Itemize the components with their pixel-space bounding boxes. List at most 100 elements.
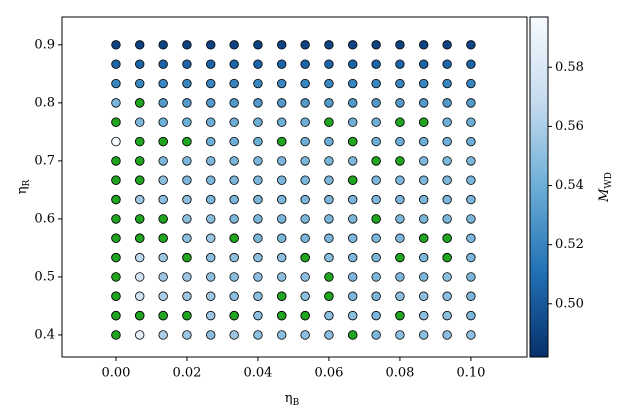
data-point xyxy=(206,78,216,89)
data-point xyxy=(395,214,405,224)
highlight-point xyxy=(324,272,334,282)
data-point xyxy=(395,98,405,108)
data-point xyxy=(442,136,452,147)
data-point xyxy=(300,98,310,108)
data-point xyxy=(371,117,381,127)
data-point xyxy=(324,233,334,243)
data-point xyxy=(229,252,239,263)
data-point xyxy=(277,233,287,243)
data-point xyxy=(371,78,381,89)
data-point xyxy=(182,272,192,282)
data-point xyxy=(395,40,405,50)
data-point xyxy=(229,214,239,224)
highlight-point xyxy=(395,310,405,321)
data-point xyxy=(419,40,429,50)
y-tick-label: 0.5 xyxy=(34,269,55,284)
data-point xyxy=(135,117,145,127)
data-point xyxy=(348,252,358,263)
colorbar-label: MWD xyxy=(597,172,614,203)
data-point xyxy=(300,194,310,205)
highlight-point xyxy=(158,136,168,147)
data-point xyxy=(348,310,358,321)
data-point xyxy=(135,78,145,89)
data-point xyxy=(419,59,429,69)
data-point xyxy=(277,78,287,89)
data-point xyxy=(324,156,334,166)
data-point xyxy=(206,98,216,108)
data-point xyxy=(135,40,145,50)
highlight-point xyxy=(111,272,121,282)
data-point xyxy=(300,117,310,127)
data-point xyxy=(395,272,405,282)
data-point xyxy=(277,156,287,166)
data-point xyxy=(206,310,216,321)
data-point xyxy=(466,78,476,89)
data-point xyxy=(135,291,145,301)
data-point xyxy=(229,117,239,127)
data-point xyxy=(253,78,263,89)
highlight-point xyxy=(111,175,121,185)
data-point xyxy=(229,136,239,147)
data-point xyxy=(419,98,429,108)
data-point xyxy=(158,40,168,50)
highlight-point xyxy=(111,310,121,321)
highlight-point xyxy=(371,214,381,224)
data-point xyxy=(419,272,429,282)
x-tick-label: 0.02 xyxy=(172,366,201,381)
colorbar xyxy=(529,16,549,358)
data-point xyxy=(158,291,168,301)
data-point xyxy=(442,59,452,69)
data-point xyxy=(253,252,263,263)
data-point xyxy=(253,40,263,50)
data-point xyxy=(371,252,381,263)
data-point xyxy=(300,233,310,243)
y-tick-label: 0.7 xyxy=(34,153,55,168)
data-point xyxy=(253,175,263,185)
highlight-point xyxy=(158,214,168,224)
data-point xyxy=(300,175,310,185)
data-point xyxy=(206,136,216,147)
highlight-point xyxy=(111,117,121,127)
data-point xyxy=(442,330,452,340)
data-point xyxy=(371,40,381,50)
data-point xyxy=(135,272,145,282)
data-point xyxy=(466,214,476,224)
data-point xyxy=(135,194,145,205)
data-point xyxy=(229,98,239,108)
data-point xyxy=(253,233,263,243)
data-point xyxy=(206,233,216,243)
data-point xyxy=(348,78,358,89)
data-point xyxy=(253,291,263,301)
highlight-point xyxy=(348,136,358,147)
data-point xyxy=(442,175,452,185)
data-point xyxy=(324,78,334,89)
highlight-point xyxy=(135,98,145,108)
data-point xyxy=(466,330,476,340)
data-point xyxy=(442,40,452,50)
data-point xyxy=(419,330,429,340)
data-point xyxy=(182,194,192,205)
data-point xyxy=(395,136,405,147)
data-point xyxy=(324,252,334,263)
data-point xyxy=(466,175,476,185)
data-point xyxy=(300,156,310,166)
data-point xyxy=(277,59,287,69)
data-point xyxy=(395,59,405,69)
data-point xyxy=(277,175,287,185)
data-point xyxy=(206,59,216,69)
data-point xyxy=(466,98,476,108)
data-point xyxy=(206,330,216,340)
data-point xyxy=(324,40,334,50)
data-point xyxy=(466,291,476,301)
data-point xyxy=(395,330,405,340)
data-point xyxy=(253,117,263,127)
data-point xyxy=(182,330,192,340)
data-point xyxy=(466,59,476,69)
highlight-point xyxy=(348,175,358,185)
data-point xyxy=(182,78,192,89)
data-point xyxy=(442,214,452,224)
data-point xyxy=(253,214,263,224)
highlight-point xyxy=(277,291,287,301)
data-point xyxy=(253,310,263,321)
data-point xyxy=(206,117,216,127)
